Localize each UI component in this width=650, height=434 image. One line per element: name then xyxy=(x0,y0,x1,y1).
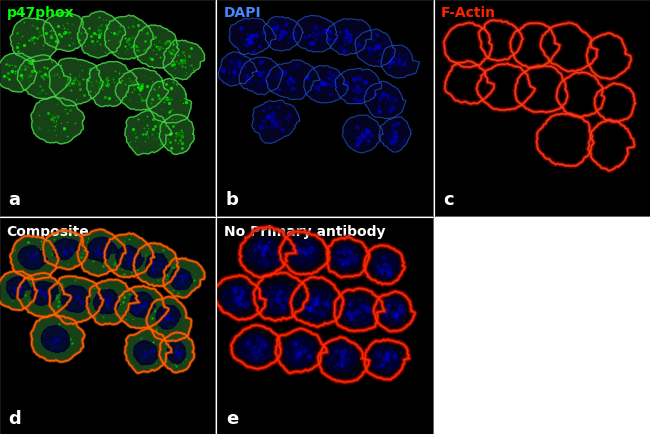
Polygon shape xyxy=(168,341,186,364)
Polygon shape xyxy=(365,340,409,379)
Polygon shape xyxy=(146,253,170,278)
Polygon shape xyxy=(43,12,88,51)
Polygon shape xyxy=(372,253,398,279)
Polygon shape xyxy=(146,296,192,341)
Polygon shape xyxy=(115,286,168,328)
Polygon shape xyxy=(332,243,361,270)
Text: c: c xyxy=(443,191,454,210)
Text: p47phox: p47phox xyxy=(6,7,74,20)
Polygon shape xyxy=(159,114,194,155)
Polygon shape xyxy=(0,53,37,92)
Polygon shape xyxy=(53,238,81,260)
Polygon shape xyxy=(77,230,125,276)
Polygon shape xyxy=(49,276,103,324)
Text: F-Actin: F-Actin xyxy=(441,7,496,20)
Polygon shape xyxy=(18,55,71,99)
Polygon shape xyxy=(129,292,156,317)
Polygon shape xyxy=(146,79,192,123)
Polygon shape xyxy=(300,289,335,321)
Polygon shape xyxy=(125,111,172,155)
Polygon shape xyxy=(94,289,120,314)
Polygon shape xyxy=(239,335,272,362)
Text: d: d xyxy=(8,410,21,427)
Polygon shape xyxy=(381,45,420,78)
Polygon shape xyxy=(335,68,382,104)
Polygon shape xyxy=(285,337,315,367)
Polygon shape xyxy=(105,15,153,59)
Polygon shape xyxy=(159,332,194,372)
Polygon shape xyxy=(156,305,181,329)
Text: b: b xyxy=(226,191,239,210)
Polygon shape xyxy=(41,326,70,352)
Polygon shape xyxy=(288,239,319,267)
Text: a: a xyxy=(8,191,21,210)
Polygon shape xyxy=(293,16,338,52)
Polygon shape xyxy=(304,66,348,103)
Polygon shape xyxy=(31,96,84,144)
Polygon shape xyxy=(280,231,329,275)
Polygon shape xyxy=(213,276,266,320)
Polygon shape xyxy=(10,18,58,62)
Polygon shape xyxy=(381,297,406,324)
Polygon shape xyxy=(240,227,296,277)
Polygon shape xyxy=(115,68,168,110)
Polygon shape xyxy=(77,11,125,58)
Polygon shape xyxy=(133,25,179,68)
Polygon shape xyxy=(18,246,47,270)
Polygon shape xyxy=(49,58,103,106)
Polygon shape xyxy=(0,271,37,310)
Polygon shape xyxy=(231,325,281,369)
Polygon shape xyxy=(170,268,192,289)
Text: No Primary antibody: No Primary antibody xyxy=(224,224,385,239)
Polygon shape xyxy=(239,57,283,95)
Polygon shape xyxy=(343,115,383,153)
Polygon shape xyxy=(10,236,58,279)
Polygon shape xyxy=(222,284,255,311)
Polygon shape xyxy=(276,329,327,373)
Polygon shape xyxy=(86,279,138,325)
Polygon shape xyxy=(291,277,343,327)
Polygon shape xyxy=(335,288,384,331)
Polygon shape xyxy=(6,277,31,299)
Text: DAPI: DAPI xyxy=(224,7,261,20)
Polygon shape xyxy=(318,337,369,382)
Polygon shape xyxy=(248,237,286,268)
Polygon shape xyxy=(342,297,376,326)
Polygon shape xyxy=(218,52,257,86)
Polygon shape xyxy=(125,329,172,373)
Polygon shape xyxy=(18,273,71,317)
Polygon shape xyxy=(163,40,205,80)
Polygon shape xyxy=(263,16,303,51)
Polygon shape xyxy=(134,341,158,365)
Polygon shape xyxy=(163,258,205,298)
Polygon shape xyxy=(31,314,84,362)
Polygon shape xyxy=(326,19,372,55)
Polygon shape xyxy=(266,60,320,100)
Polygon shape xyxy=(261,283,296,314)
Polygon shape xyxy=(61,286,90,312)
Polygon shape xyxy=(371,345,400,372)
Polygon shape xyxy=(379,117,411,152)
Polygon shape xyxy=(229,18,276,55)
Polygon shape xyxy=(31,282,58,306)
Polygon shape xyxy=(326,343,356,372)
Text: e: e xyxy=(226,410,239,427)
Polygon shape xyxy=(254,273,308,321)
Polygon shape xyxy=(43,230,88,270)
Polygon shape xyxy=(86,62,138,107)
Polygon shape xyxy=(116,245,144,270)
Polygon shape xyxy=(355,29,395,67)
Polygon shape xyxy=(364,81,406,118)
Polygon shape xyxy=(374,291,415,331)
Polygon shape xyxy=(327,237,369,277)
Text: Composite: Composite xyxy=(6,224,89,239)
Polygon shape xyxy=(133,243,179,286)
Polygon shape xyxy=(87,237,118,263)
Polygon shape xyxy=(105,233,153,277)
Polygon shape xyxy=(364,245,405,284)
Polygon shape xyxy=(252,100,300,143)
